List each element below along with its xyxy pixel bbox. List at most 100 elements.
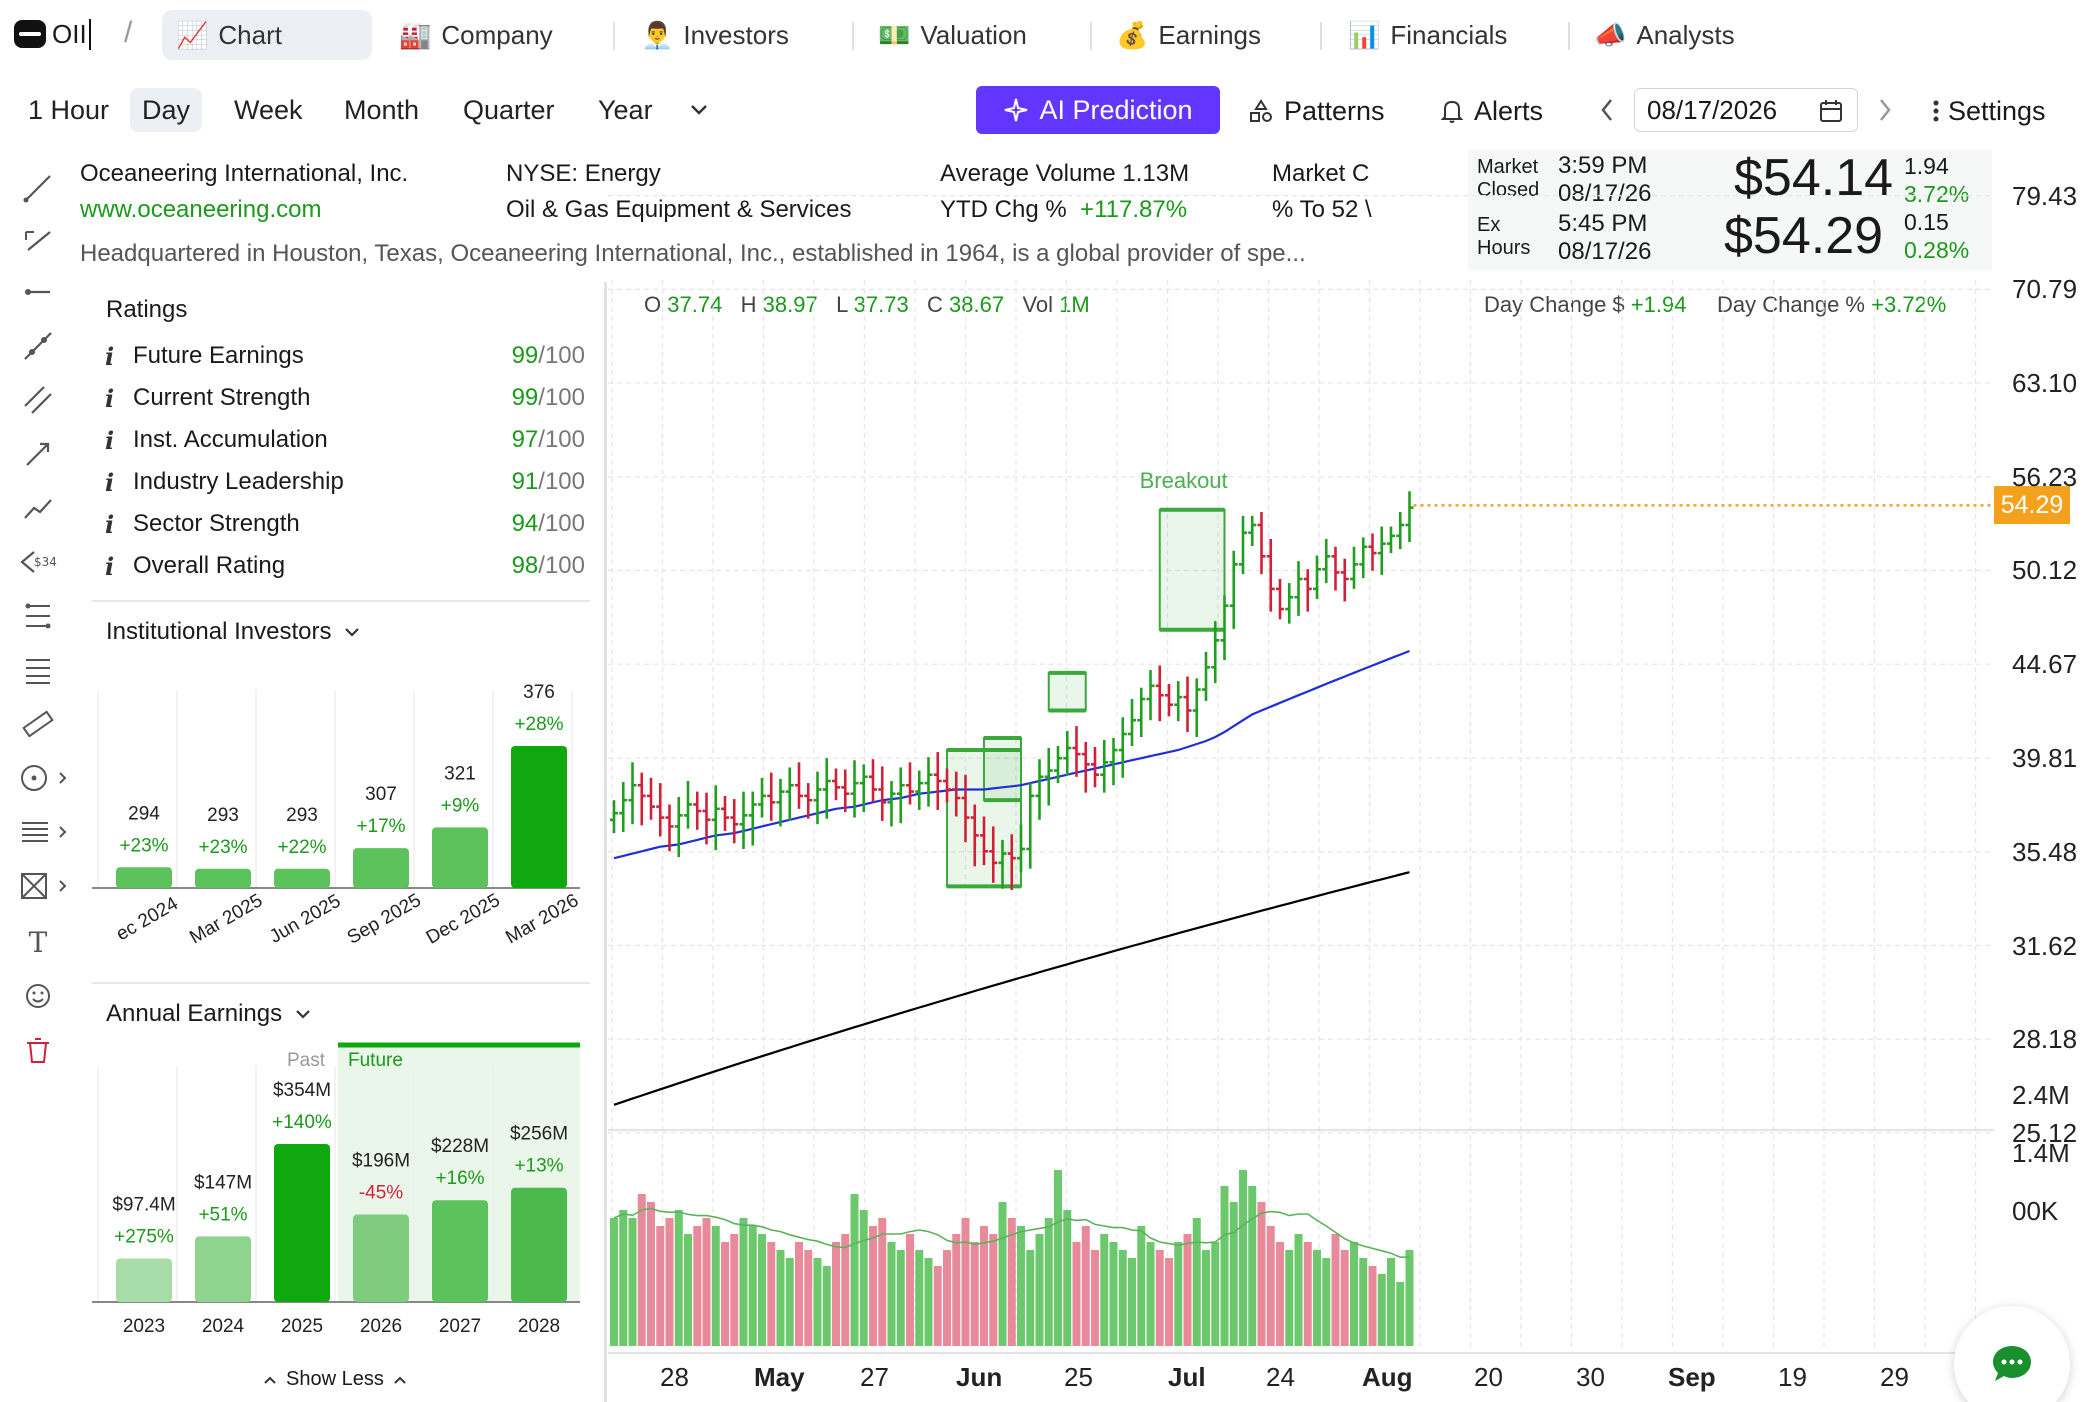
candle[interactable] — [1072, 726, 1081, 777]
info-icon[interactable]: i — [105, 383, 115, 413]
candle[interactable] — [952, 771, 961, 817]
candle[interactable] — [619, 782, 628, 833]
candle[interactable] — [1100, 739, 1109, 793]
candle[interactable] — [684, 781, 692, 829]
extended-line-tool-icon[interactable] — [18, 326, 58, 366]
company-website-link[interactable]: www.oceaneering.com — [80, 196, 322, 223]
candle[interactable] — [647, 777, 655, 820]
emoji-tool-icon[interactable] — [18, 976, 58, 1016]
candle[interactable] — [628, 762, 637, 825]
tab-valuation[interactable]: 💵 Valuation — [878, 19, 1027, 50]
candle[interactable] — [1340, 558, 1349, 602]
horizontal-line-tool-icon[interactable] — [18, 272, 58, 312]
inst-bar[interactable] — [116, 867, 172, 888]
candle[interactable] — [998, 839, 1007, 889]
candle[interactable] — [1035, 759, 1044, 820]
ray-tool-icon[interactable] — [18, 222, 58, 262]
tab-analysts[interactable]: 📣 Analysts — [1594, 19, 1735, 50]
rating-row[interactable]: i Overall Rating 98/100 — [105, 551, 585, 581]
candle[interactable] — [721, 795, 729, 831]
candle[interactable] — [869, 759, 877, 803]
candle[interactable] — [1322, 538, 1331, 584]
earnings-bar[interactable] — [353, 1214, 409, 1302]
arrow-tool-icon[interactable] — [18, 434, 58, 474]
earnings-bar[interactable] — [195, 1236, 251, 1302]
settings-button[interactable]: Settings — [1932, 88, 2046, 134]
price-label-tool-icon[interactable]: $34 — [18, 542, 58, 582]
candle[interactable] — [610, 800, 618, 834]
candle[interactable] — [1211, 621, 1220, 684]
candle[interactable] — [878, 766, 887, 821]
candle[interactable] — [933, 752, 942, 810]
tab-company[interactable]: 🏭 Company — [399, 19, 553, 50]
candle[interactable] — [1276, 578, 1284, 620]
candle[interactable] — [776, 778, 785, 827]
candle[interactable] — [1146, 670, 1155, 721]
candle[interactable] — [758, 777, 766, 818]
period-day[interactable]: Day — [130, 88, 203, 132]
text-lines-tool-icon[interactable] — [18, 812, 74, 852]
candle[interactable] — [1192, 678, 1201, 737]
date-field[interactable]: 08/17/2026 — [1634, 88, 1858, 132]
trash-icon[interactable] — [18, 1030, 58, 1070]
inst-bar[interactable] — [353, 848, 409, 888]
pattern-box[interactable] — [1047, 671, 1087, 712]
period-week[interactable]: Week — [234, 94, 303, 125]
candle[interactable] — [970, 804, 979, 867]
candle[interactable] — [822, 758, 831, 819]
candle[interactable] — [1266, 538, 1275, 612]
candle[interactable] — [1220, 595, 1229, 661]
fib-extension-tool-icon[interactable] — [18, 650, 58, 690]
candle[interactable] — [1155, 665, 1164, 722]
trend-line-tool-icon[interactable] — [18, 168, 58, 208]
candle[interactable] — [896, 767, 905, 824]
candle[interactable] — [693, 791, 702, 830]
candle[interactable] — [1128, 699, 1136, 747]
period-more-chevron-down-icon[interactable] — [684, 92, 714, 128]
candle[interactable] — [711, 785, 720, 851]
candle[interactable] — [841, 769, 850, 813]
rating-row[interactable]: i Inst. Accumulation 97/100 — [105, 425, 585, 455]
tab-chart[interactable]: 📈 Chart — [162, 10, 372, 60]
period-quarter[interactable]: Quarter — [463, 94, 555, 125]
candle[interactable] — [1109, 737, 1118, 786]
candle[interactable] — [1165, 683, 1173, 717]
patterns-button[interactable]: Patterns — [1248, 88, 1385, 134]
rating-row[interactable]: i Current Strength 99/100 — [105, 383, 585, 413]
period-year[interactable]: Year — [598, 94, 653, 125]
candle[interactable] — [1257, 512, 1266, 575]
candle[interactable] — [785, 767, 794, 821]
ai-prediction-button[interactable]: AI Prediction — [976, 86, 1220, 134]
candle[interactable] — [767, 772, 776, 821]
candle[interactable] — [1118, 717, 1127, 778]
info-icon[interactable]: i — [105, 467, 115, 497]
circle-tool-icon[interactable] — [18, 758, 74, 798]
candle[interactable] — [730, 799, 739, 844]
text-tool-icon[interactable]: T — [28, 925, 48, 959]
date-prev-chevron-left-icon[interactable] — [1592, 92, 1622, 128]
price-chart[interactable]: Breakout — [608, 150, 1998, 1360]
period-1-hour[interactable]: 1 Hour — [28, 94, 110, 125]
candle[interactable] — [1248, 515, 1257, 547]
pattern-box[interactable] — [1158, 508, 1226, 631]
chat-button[interactable] — [1954, 1306, 2070, 1402]
info-icon[interactable]: i — [105, 425, 115, 455]
candle[interactable] — [656, 783, 665, 837]
candle[interactable] — [637, 772, 646, 826]
candle[interactable] — [702, 792, 711, 845]
candle[interactable] — [795, 762, 803, 809]
candle[interactable] — [739, 791, 748, 849]
tab-earnings[interactable]: 💰 Earnings — [1116, 19, 1261, 50]
candle[interactable] — [1359, 537, 1368, 579]
tab-investors[interactable]: 👨‍💼 Investors — [641, 19, 789, 50]
candle[interactable] — [906, 762, 914, 805]
candle[interactable] — [1063, 731, 1072, 776]
candle[interactable] — [1202, 651, 1210, 701]
candle[interactable] — [850, 760, 859, 818]
candle[interactable] — [1229, 550, 1238, 629]
candle[interactable] — [1017, 824, 1025, 873]
candle[interactable] — [1387, 526, 1395, 554]
info-icon[interactable]: i — [105, 551, 115, 581]
candle[interactable] — [674, 796, 683, 858]
candle[interactable] — [1368, 533, 1377, 571]
